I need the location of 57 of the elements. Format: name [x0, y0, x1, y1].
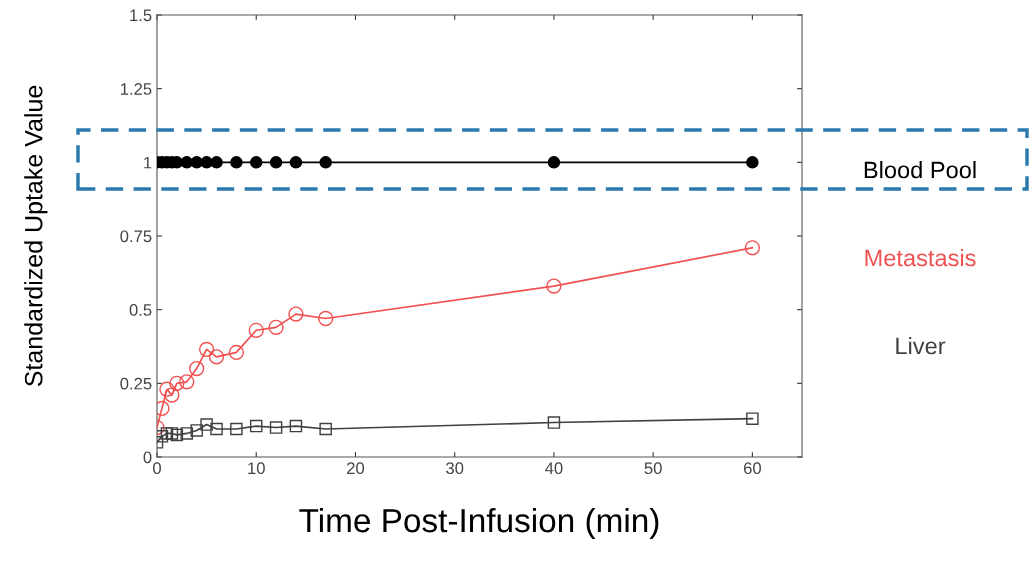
text: Blood Pool — [864, 161, 976, 179]
point — [319, 422, 332, 436]
y-tick-label: 0.25 — [120, 377, 152, 390]
point — [210, 422, 223, 436]
y-tick-label: 0.75 — [120, 230, 152, 243]
point — [170, 428, 184, 442]
point — [208, 349, 225, 365]
x-tick-label: 40 — [545, 462, 563, 475]
point — [249, 156, 263, 169]
x-tick-label: 20 — [347, 462, 365, 475]
point — [746, 412, 759, 425]
point — [180, 427, 194, 440]
point — [157, 430, 169, 443]
x-tick-label: 10 — [248, 462, 265, 475]
point — [289, 156, 303, 169]
point — [269, 421, 283, 434]
y-tick-label: 0.5 — [129, 304, 152, 316]
point — [198, 341, 215, 358]
x-tick-label: 0 — [153, 462, 161, 475]
point — [160, 427, 174, 440]
y-tick-label: 1.5 — [130, 9, 152, 22]
point — [189, 360, 205, 377]
point — [546, 278, 562, 294]
point — [248, 322, 264, 338]
point — [319, 156, 332, 169]
y-axis-title: Standardized Uptake Value — [24, 85, 48, 387]
point — [268, 319, 284, 335]
point — [318, 310, 334, 327]
point — [744, 240, 761, 256]
y-tick-label: 1 — [144, 156, 152, 169]
point — [230, 422, 243, 436]
point — [159, 381, 175, 397]
point — [746, 156, 759, 169]
point — [179, 374, 195, 390]
point — [288, 306, 304, 322]
x-tick-label: 50 — [644, 462, 662, 475]
point — [165, 427, 179, 440]
point — [269, 156, 283, 169]
point — [190, 424, 203, 437]
point — [200, 418, 213, 431]
point — [164, 387, 180, 403]
text: Metastasis — [865, 249, 976, 267]
point — [190, 156, 203, 169]
y-tick-label: 1.25 — [120, 83, 152, 95]
point — [169, 375, 185, 391]
point — [230, 156, 243, 169]
point — [228, 344, 245, 361]
text: Liver — [896, 337, 946, 355]
point — [547, 156, 561, 169]
x-tick-label: 30 — [446, 462, 464, 475]
x-axis-title: Time Post-Infusion (min) — [299, 507, 659, 540]
point — [547, 416, 561, 429]
point — [289, 419, 303, 433]
y-tick-label: 0 — [143, 451, 152, 464]
point — [249, 419, 263, 433]
x-tick-label: 60 — [743, 462, 761, 475]
point — [210, 156, 223, 169]
